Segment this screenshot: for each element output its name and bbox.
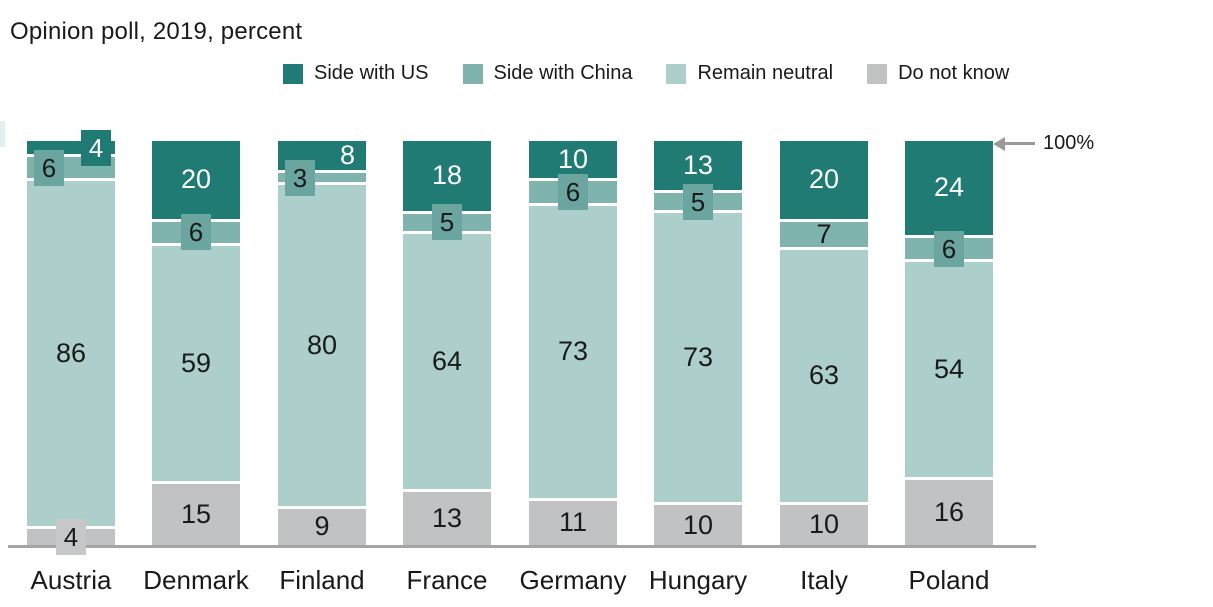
value-label-box: 6 [181, 214, 211, 251]
bar-italy: 20 7 63 10 [780, 141, 868, 545]
segment-remain-neutral: 73 [529, 205, 617, 498]
bar-finland: 8 3 80 9 [278, 141, 366, 545]
segment-remain-neutral: 80 [278, 185, 366, 506]
legend-swatch-do-not-know [867, 63, 888, 84]
chart-title: Opinion poll, 2019, percent [10, 18, 303, 45]
segment-side-with-china: 3 [278, 159, 366, 196]
value-label: 10 [682, 509, 714, 540]
segment-remain-neutral: 86 [27, 181, 115, 526]
bar-austria: 4 6 86 4 [27, 129, 115, 555]
segment-do-not-know: 4 [27, 518, 115, 555]
segment-remain-neutral: 73 [654, 213, 742, 502]
value-label-box: 4 [56, 518, 86, 555]
hundred-percent-label: 100% [1043, 132, 1095, 154]
segment-remain-neutral: 59 [152, 246, 240, 482]
value-label: 73 [557, 336, 589, 367]
bar-germany: 10 6 73 11 [529, 141, 617, 545]
segment-side-with-china: 6 [27, 149, 115, 186]
value-label-box: 3 [285, 159, 315, 196]
value-label-box: 4 [81, 129, 111, 166]
segment-do-not-know: 10 [780, 504, 868, 545]
segment-remain-neutral: 54 [905, 262, 993, 478]
value-label: 63 [808, 360, 840, 391]
value-label: 20 [180, 164, 212, 195]
segment-do-not-know: 10 [654, 505, 742, 545]
value-label: 7 [816, 218, 832, 249]
segment-side-with-us: 20 [780, 141, 868, 219]
legend-swatch-remain-neutral [666, 63, 687, 84]
country-label-austria: Austria [30, 565, 112, 595]
value-label-box: 5 [683, 183, 713, 220]
segment-side-with-china: 5 [403, 204, 491, 241]
segment-do-not-know: 13 [403, 492, 491, 545]
bar-denmark: 20 6 59 15 [152, 141, 240, 545]
value-label: 73 [682, 342, 714, 372]
country-label-italy: Italy [800, 565, 848, 595]
value-label: 9 [314, 511, 330, 542]
segment-side-with-china: 6 [905, 230, 993, 267]
segment-remain-neutral: 64 [403, 233, 491, 490]
country-label-poland: Poland [908, 565, 990, 595]
segment-do-not-know: 15 [152, 484, 240, 545]
segment-do-not-know: 11 [529, 500, 617, 545]
value-label: 11 [558, 507, 588, 538]
segment-side-with-us: 10 [529, 141, 617, 179]
legend-swatch-side-with-us [283, 63, 303, 84]
value-label: 80 [306, 330, 338, 361]
value-label-box: 5 [432, 204, 462, 241]
value-label-box: 6 [934, 230, 964, 267]
value-label-box: 6 [34, 149, 64, 186]
segment-side-with-us: 13 [654, 141, 742, 190]
country-label-denmark: Denmark [143, 565, 249, 595]
value-label: 10 [808, 509, 840, 540]
segment-side-with-us: 20 [152, 141, 240, 219]
value-label: 16 [933, 497, 965, 528]
value-label: 24 [933, 172, 965, 203]
country-label-germany: Germany [519, 565, 627, 595]
segment-remain-neutral: 63 [780, 250, 868, 502]
value-label: 10 [557, 144, 589, 175]
value-label-box: 6 [558, 174, 588, 210]
segment-side-with-china: 5 [654, 183, 742, 220]
x-axis-line [8, 545, 1036, 548]
legend-swatch-side-with-china [462, 63, 483, 84]
segment-side-with-china: 7 [780, 218, 868, 249]
country-label-finland: Finland [279, 565, 365, 595]
legend-item-remain-neutral: Remain neutral [666, 62, 833, 85]
edge-artifact [0, 121, 5, 147]
arrow-line [1004, 142, 1035, 145]
value-label: 15 [180, 499, 212, 530]
value-label: 13 [682, 150, 714, 180]
value-label: 86 [55, 338, 87, 369]
segment-side-with-china: 6 [152, 214, 240, 251]
value-label: 8 [339, 140, 355, 171]
country-label-hungary: Hungary [648, 565, 748, 595]
legend-item-do-not-know: Do not know [867, 62, 1009, 85]
value-label: 59 [180, 348, 212, 379]
legend-item-side-with-china: Side with China [462, 62, 633, 85]
legend-label: Side with US [314, 62, 429, 84]
legend: Side with US Side with China Remain neutra… [283, 62, 1009, 85]
segment-side-with-china: 6 [529, 174, 617, 210]
segment-do-not-know: 9 [278, 508, 366, 545]
bar-hungary: 13 5 73 10 [654, 141, 742, 545]
legend-item-side-with-us: Side with US [283, 62, 429, 85]
legend-label: Remain neutral [697, 62, 834, 84]
value-label: 13 [431, 503, 463, 534]
segment-do-not-know: 16 [905, 480, 993, 545]
country-label-france: France [406, 565, 488, 595]
value-label: 18 [431, 160, 463, 191]
arrow-left-icon [993, 137, 1005, 151]
value-label: 64 [431, 346, 463, 377]
value-label: 20 [808, 164, 840, 195]
legend-label: Do not know [898, 62, 1010, 84]
value-label: 54 [933, 354, 965, 385]
bar-poland: 24 6 54 16 [905, 141, 993, 545]
segment-side-with-us: 18 [403, 141, 491, 211]
bar-france: 18 5 64 13 [403, 141, 491, 545]
legend-label: Side with China [493, 62, 633, 84]
segment-side-with-us: 24 [905, 141, 993, 235]
